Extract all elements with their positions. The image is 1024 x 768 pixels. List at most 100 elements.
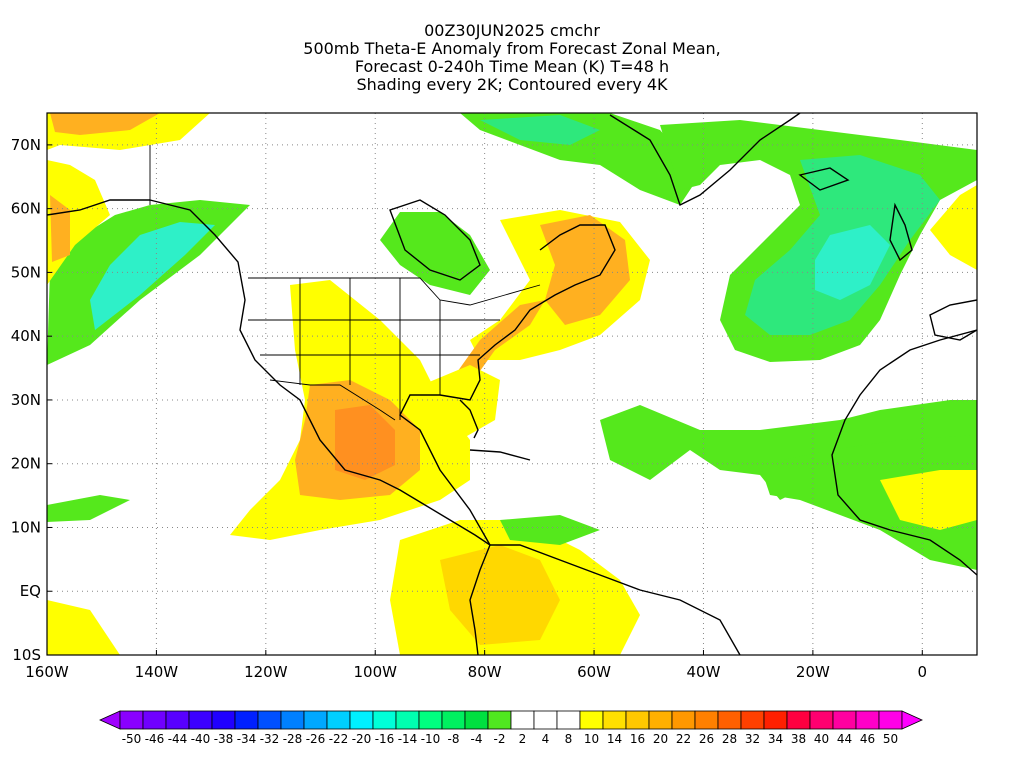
colorbar-low-arrow <box>99 710 121 730</box>
colorbar-label: -40 <box>191 732 211 746</box>
shade-pacific-yellow-patch <box>47 600 120 655</box>
colorbar: -50 -46 -44 -40 -38 -34 -32 -28 -26 -22 -20 -16 -14-… <box>99 710 923 746</box>
coast-hudson-bay <box>389 199 481 281</box>
colorbar-label: 26 <box>699 732 714 746</box>
colorbar-label: 38 <box>791 732 806 746</box>
lon-tick-label: 60W <box>577 663 611 681</box>
colorbar-swatch <box>188 710 213 730</box>
colorbar-swatch <box>372 710 397 730</box>
colorbar-label: 34 <box>768 732 783 746</box>
lon-tick-label: 20W <box>796 663 830 681</box>
map-frame <box>46 112 978 656</box>
coast-south-america <box>490 544 741 655</box>
border-us-canada <box>248 277 541 306</box>
coast-north-america-east <box>399 224 616 546</box>
lon-tick-label: 80W <box>468 663 502 681</box>
colorbar-swatch <box>533 710 558 730</box>
colorbar-label: -22 <box>329 732 349 746</box>
lon-tick-label: 40W <box>687 663 721 681</box>
colorbar-label: 14 <box>607 732 622 746</box>
coast-britain <box>889 202 913 262</box>
lat-tick-label: 40N <box>11 327 41 345</box>
lon-tick-label: 100W <box>354 663 398 681</box>
shade-arctic-cyan <box>480 115 600 145</box>
colorbar-label: -20 <box>352 732 372 746</box>
colorbar-swatch <box>165 710 190 730</box>
shade-south-america-orange <box>440 545 560 645</box>
colorbar-label: 16 <box>630 732 645 746</box>
colorbar-swatch <box>257 710 282 730</box>
colorbar-swatch <box>740 710 765 730</box>
shade-sahel-yellow <box>880 470 977 530</box>
lon-tick-label: 140W <box>135 663 179 681</box>
colorbar-swatch <box>579 710 604 730</box>
colorbar-label: -50 <box>122 732 142 746</box>
shade-top-left-orange <box>50 113 160 135</box>
colorbar-label: 8 <box>565 732 573 746</box>
shade-hudson-green <box>380 212 490 295</box>
colorbar-swatch <box>694 710 719 730</box>
colorbar-swatch <box>625 710 650 730</box>
border-us-mexico <box>269 379 396 421</box>
colorbar-label: -32 <box>260 732 280 746</box>
theta-e-shading <box>47 113 977 655</box>
coast-africa <box>831 329 977 576</box>
colorbar-swatch <box>441 710 466 730</box>
lat-tick-label: 10S <box>12 646 41 664</box>
colorbar-label: -16 <box>375 732 395 746</box>
colorbar-swatch <box>832 710 857 730</box>
colorbar-swatch <box>349 710 374 730</box>
coast-iceland <box>798 167 850 191</box>
latitude-labels: 70N 60N 50N 40N 30N 20N 10N EQ 10S <box>11 136 52 664</box>
colorbar-label: 46 <box>860 732 875 746</box>
colorbar-label: -38 <box>214 732 234 746</box>
coast-iberia <box>929 299 977 341</box>
colorbar-label: -44 <box>168 732 188 746</box>
colorbar-label: 22 <box>676 732 691 746</box>
lat-tick-label: 50N <box>11 263 41 281</box>
colorbar-label: 10 <box>584 732 599 746</box>
colorbar-label: 32 <box>745 732 760 746</box>
colorbar-swatch <box>326 710 351 730</box>
shade-mexico-dark-orange <box>335 405 395 480</box>
colorbar-swatch <box>855 710 880 730</box>
coast-north-america-west <box>149 199 491 546</box>
colorbar-label: -28 <box>283 732 303 746</box>
colorbar-label: 28 <box>722 732 737 746</box>
colorbar-swatch <box>464 710 489 730</box>
coast-greenland <box>609 113 801 206</box>
colorbar-swatch <box>418 710 443 730</box>
colorbar-label: -10 <box>421 732 441 746</box>
title-line-1: 00Z30JUN2025 cmchr <box>424 21 600 40</box>
shade-pacific-green-patch <box>47 495 130 522</box>
colorbar-swatch <box>671 710 696 730</box>
shade-east-us-orange <box>455 300 545 385</box>
colorbar-label: -46 <box>145 732 165 746</box>
colorbar-swatch <box>487 710 512 730</box>
colorbar-label: 4 <box>542 732 550 746</box>
colorbar-label: -4 <box>471 732 483 746</box>
plot-title: 00Z30JUN2025 cmchr 500mb Theta-E Anomaly… <box>0 22 1024 94</box>
colorbar-label: -8 <box>448 732 460 746</box>
coast-florida <box>459 399 479 439</box>
coast-cuba <box>469 449 531 461</box>
lat-tick-label: 70N <box>11 136 41 154</box>
colorbar-swatch <box>786 710 811 730</box>
colorbar-swatch <box>763 710 788 730</box>
colorbar-label: -34 <box>237 732 257 746</box>
title-line-3: Forecast 0-240h Time Mean (K) T=48 h <box>354 57 670 76</box>
colorbar-label: 20 <box>653 732 668 746</box>
shade-ne-pacific-cyan <box>90 222 215 330</box>
coast-alaska <box>47 199 150 216</box>
longitude-labels: 160W 140W 120W 100W 80W 60W 40W 20W 0 <box>25 650 927 681</box>
colorbar-swatch <box>303 710 328 730</box>
colorbar-label: 40 <box>814 732 829 746</box>
colorbar-label: 44 <box>837 732 852 746</box>
colorbar-swatch <box>648 710 673 730</box>
lat-tick-label: 30N <box>11 391 41 409</box>
colorbar-swatch <box>556 710 581 730</box>
colorbar-swatch <box>717 710 742 730</box>
coastlines <box>47 113 977 655</box>
colorbar-swatch <box>142 710 167 730</box>
